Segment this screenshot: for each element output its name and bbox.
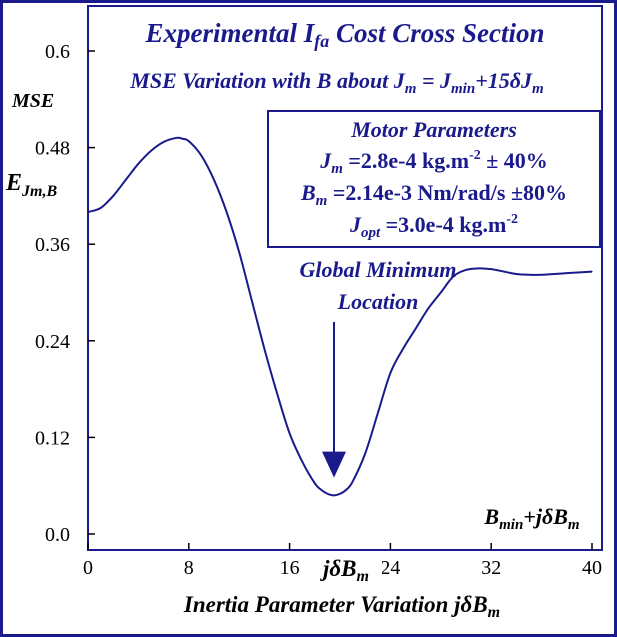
x-tick-label: 24 — [380, 557, 400, 579]
data-point — [100, 207, 102, 209]
data-point — [112, 195, 114, 197]
data-point — [440, 291, 442, 294]
y-tick-label: 0.12 — [35, 427, 70, 449]
data-point — [213, 179, 215, 181]
data-point — [402, 348, 404, 350]
x-axis-mid-label: jδBm — [319, 556, 369, 585]
data-point — [263, 348, 265, 350]
plot-frame — [87, 5, 603, 551]
x-axis-label: Inertia Parameter Variation jδBm — [183, 592, 500, 621]
data-point — [87, 211, 89, 213]
data-point — [503, 270, 505, 273]
parameter-row-bm: Bm =2.14e-3 Nm/rad/s ±80% — [300, 180, 567, 209]
data-point — [553, 273, 555, 275]
data-point — [541, 274, 543, 276]
data-point — [251, 299, 253, 302]
data-point — [188, 140, 190, 142]
data-point — [200, 155, 202, 157]
series-points — [87, 137, 593, 496]
data-point — [515, 273, 518, 275]
title-backdrop — [100, 16, 590, 54]
y-axis-label: EJm,B — [5, 170, 57, 200]
data-point — [150, 150, 152, 152]
y-tick-label: 0.24 — [35, 331, 70, 353]
data-point — [181, 138, 184, 140]
data-point — [226, 211, 228, 213]
data-point — [345, 489, 347, 491]
data-point — [490, 268, 492, 270]
data-point — [339, 493, 341, 495]
data-point — [175, 137, 177, 139]
data-point — [478, 267, 480, 269]
data-point — [125, 179, 127, 181]
corner-label: Bmin+jδBm — [483, 504, 579, 533]
data-point — [320, 489, 322, 491]
data-point — [289, 432, 291, 434]
x-tick-label: 0 — [83, 557, 93, 579]
data-point — [465, 269, 467, 271]
data-point — [377, 412, 379, 414]
data-point — [326, 493, 328, 495]
data-point — [301, 460, 303, 463]
y-tick-label: 0.0 — [45, 524, 70, 546]
data-point — [528, 274, 530, 276]
parameter-row-jm: Jm =2.8e-4 kg.m-2 ± 40% — [319, 148, 548, 177]
axis-ticks: 0.0 0.12 0.24 0.36 0.48 0.6 0 8 16 24 32 40 — [35, 41, 602, 579]
annotation-line1: Global Minimum — [299, 257, 456, 282]
data-point — [578, 271, 581, 273]
x-tick-label: 32 — [481, 557, 501, 579]
data-point — [566, 272, 568, 274]
data-point — [389, 372, 391, 374]
data-point — [276, 392, 278, 394]
data-point — [427, 308, 429, 310]
parameter-box — [267, 110, 601, 248]
data-point — [415, 328, 417, 330]
annotation-arrow-head — [322, 451, 346, 478]
data-point — [591, 270, 593, 273]
y-tick-label: 0.48 — [35, 138, 70, 160]
data-point — [452, 275, 454, 277]
y-axis-label-top: MSE — [11, 90, 54, 112]
data-point — [333, 494, 335, 496]
chart-title: Experimental Ifa Cost Cross Section — [144, 18, 544, 51]
data-point — [163, 141, 165, 143]
x-tick-label: 16 — [280, 557, 300, 579]
data-point — [238, 251, 240, 253]
x-tick-label: 40 — [582, 557, 602, 579]
x-mid-label-backdrop — [312, 554, 382, 584]
data-point — [352, 481, 354, 483]
data-point — [314, 482, 316, 484]
annotation-line2: Location — [337, 289, 419, 314]
parameter-box-heading: Motor Parameters — [350, 117, 517, 142]
parameter-row-jopt: Jopt =3.0e-4 kg.m-2 — [349, 212, 518, 241]
x-tick-label: 8 — [184, 557, 194, 579]
y-tick-label: 0.36 — [35, 234, 70, 256]
data-point — [137, 163, 139, 165]
chart-subtitle: MSE Variation with B about Jm = Jmin+15δ… — [129, 68, 543, 97]
y-tick-label: 0.6 — [45, 41, 70, 63]
data-point — [364, 452, 366, 455]
